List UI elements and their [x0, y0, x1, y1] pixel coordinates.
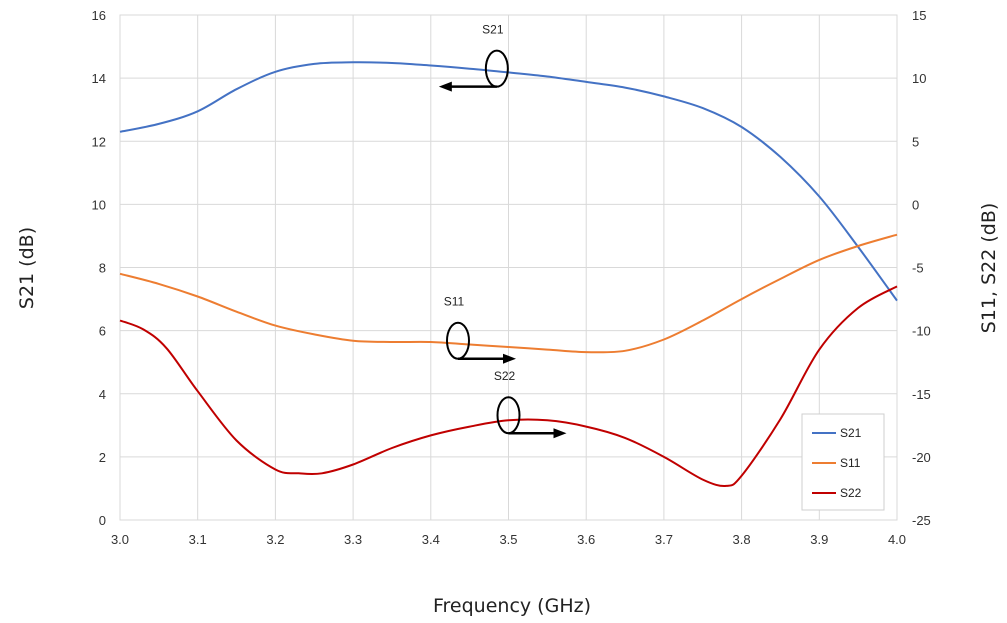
y-tick-labels: 0 2 4 6 8 10 12 14 16	[92, 8, 106, 528]
y-tick-label: 8	[99, 261, 106, 276]
y-tick-label: 14	[92, 71, 106, 86]
legend-label-s21: S21	[840, 426, 862, 440]
y-tick-label: 16	[92, 8, 106, 23]
y2-tick-label: -25	[912, 513, 931, 528]
x-tick-label: 3.2	[266, 532, 284, 547]
y-tick-label: 10	[92, 197, 106, 212]
series-s22-line	[119, 285, 898, 487]
y2-tick-label: 10	[912, 71, 926, 86]
legend-label-s11: S11	[840, 456, 861, 470]
y2-tick-labels: -25 -20 -15 -10 -5 0 5 10 15	[912, 8, 931, 528]
y2-tick-label: -5	[912, 261, 924, 276]
y-tick-label: 0	[99, 513, 106, 528]
legend: S21 S11 S22	[801, 413, 885, 511]
x-tick-label: 4.0	[888, 532, 906, 547]
y2-tick-label: 0	[912, 197, 919, 212]
y2-tick-label: 5	[912, 134, 919, 149]
x-tick-label: 3.6	[577, 532, 595, 547]
y2-tick-label: -20	[912, 450, 931, 465]
y2-tick-label: -10	[912, 324, 931, 339]
grid	[119, 14, 898, 521]
x-tick-label: 3.1	[189, 532, 207, 547]
y-tick-label: 12	[92, 134, 106, 149]
annotation-arrow-head	[438, 81, 452, 92]
annotation-arrow-head	[502, 353, 516, 364]
y-tick-label: 2	[99, 450, 106, 465]
x-tick-label: 3.3	[344, 532, 362, 547]
x-axis-title: Frequency (GHz)	[433, 595, 591, 617]
y-tick-label: 4	[99, 387, 106, 402]
x-tick-label: 3.9	[810, 532, 828, 547]
annotations: S21 S11 S22	[438, 23, 567, 439]
annotation-label: S21	[482, 23, 504, 37]
y-axis-title: S21 (dB)	[16, 227, 38, 309]
x-tick-label: 3.8	[733, 532, 751, 547]
x-tick-labels: 3.0 3.1 3.2 3.3 3.4 3.5 3.6 3.7 3.8 3.9 4.0	[111, 532, 906, 547]
y2-tick-label: 15	[912, 8, 926, 23]
plot-area-border	[119, 14, 898, 521]
y2-axis-title: S11, S22 (dB)	[978, 203, 1000, 334]
x-tick-label: 3.7	[655, 532, 673, 547]
x-tick-label: 3.5	[499, 532, 517, 547]
annotation-arrow-head	[553, 428, 567, 439]
series-s11-line	[119, 233, 898, 354]
y2-tick-label: -15	[912, 387, 931, 402]
y-tick-label: 6	[99, 324, 106, 339]
annotation-label: S22	[494, 369, 516, 383]
x-tick-label: 3.0	[111, 532, 129, 547]
x-tick-label: 3.4	[422, 532, 440, 547]
annotation-label: S11	[444, 295, 465, 309]
legend-label-s22: S22	[840, 486, 862, 500]
